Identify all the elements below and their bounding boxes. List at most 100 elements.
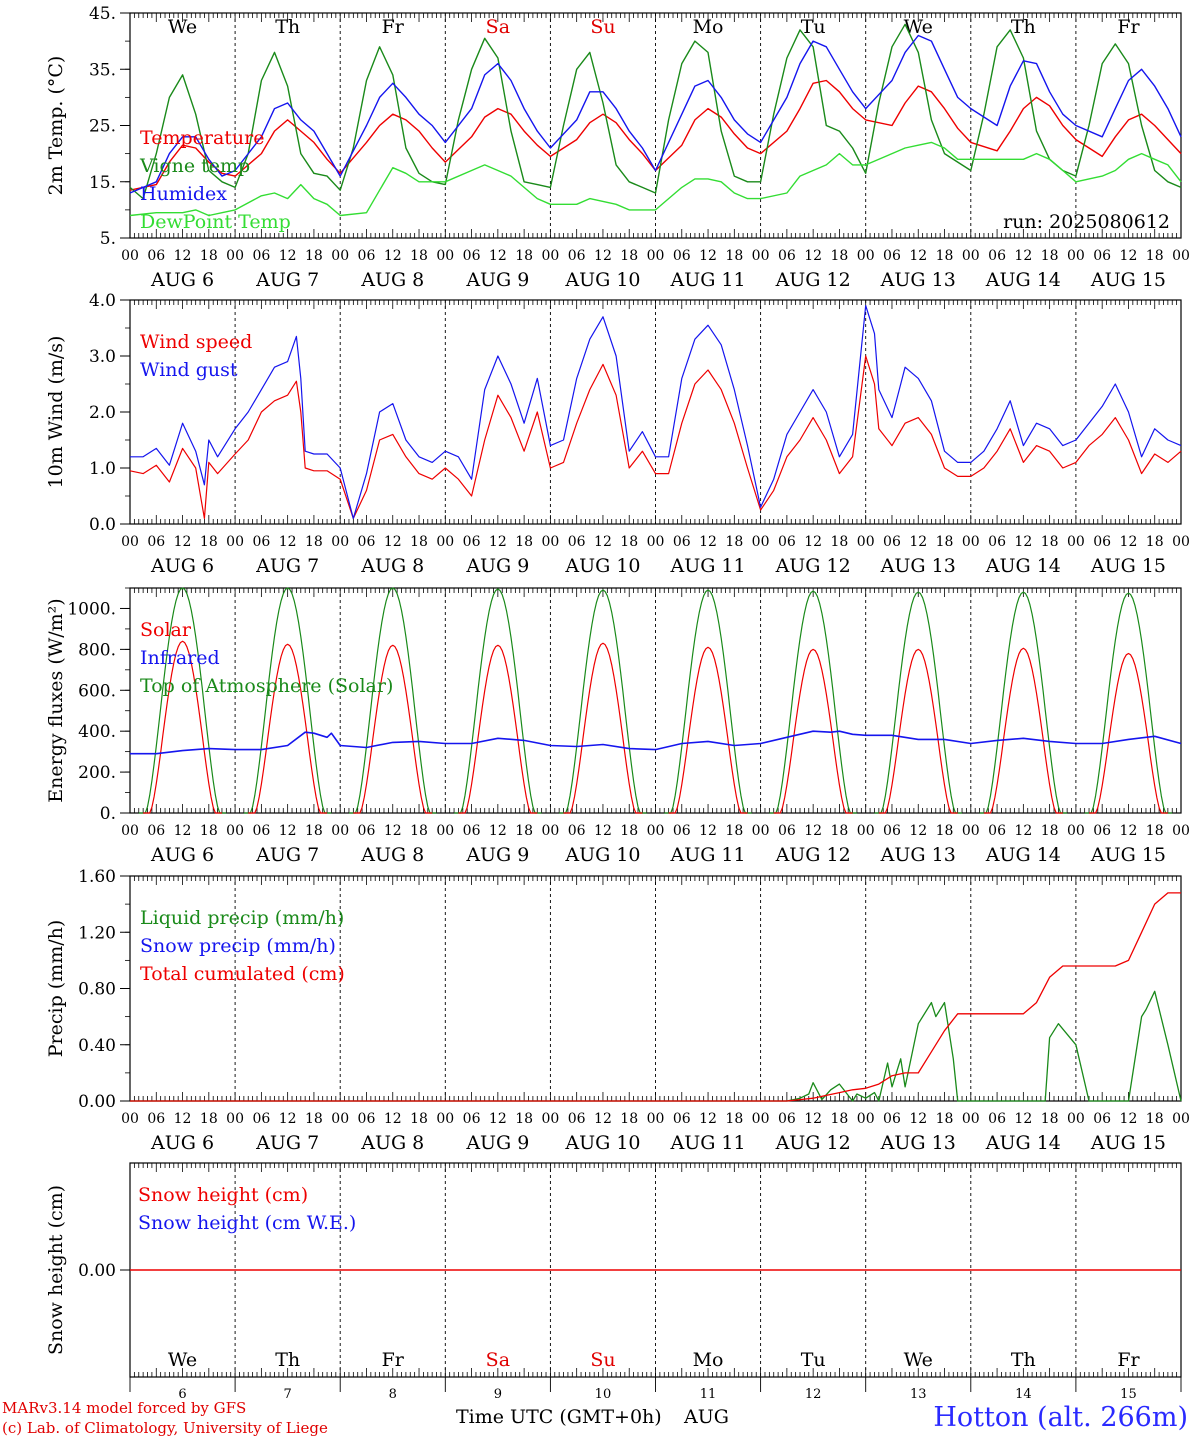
panel-3-hour-tick-label: 06 (147, 823, 165, 839)
weekday-label: Tu (801, 16, 826, 38)
weekday-label: Fr (1117, 16, 1140, 38)
panel-1-hour-tick-label: 06 (568, 248, 586, 264)
weekday-label: We (904, 1349, 933, 1371)
panel-3-y-tick-label: 200. (78, 763, 116, 783)
panel-4-hour-tick-label: 12 (699, 1111, 717, 1127)
panel-3-date-label: AUG 9 (465, 844, 529, 866)
panel-2-hour-tick-label: 18 (305, 534, 323, 550)
panel-1-hour-tick-label: 06 (988, 248, 1006, 264)
panel-1-y-tick-label: 15. (89, 173, 116, 193)
panel-1-hour-tick-label: 06 (147, 248, 165, 264)
panel-1-hour-tick-label: 06 (1093, 248, 1111, 264)
legend-entry: Top of Atmosphere (Solar) (140, 675, 393, 697)
weekday-label: Fr (382, 1349, 405, 1371)
panel-3-hour-tick-label: 18 (936, 823, 954, 839)
panel-1-hour-tick-label: 18 (831, 248, 849, 264)
weekday-label: We (904, 16, 933, 38)
panel-4-hour-tick-label: 18 (620, 1111, 638, 1127)
weekday-label: Th (1011, 16, 1036, 38)
panel-1-hour-tick-label: 00 (647, 248, 665, 264)
day-number-label: 11 (700, 1387, 717, 1402)
panel-1-y-tick-label: 35. (89, 60, 116, 80)
panel-2-hour-tick-label: 06 (1093, 534, 1111, 550)
solar-line (458, 644, 538, 814)
panel-4-y-tick-label: 1.20 (78, 923, 116, 943)
panel-3-hour-tick-label: 00 (1172, 823, 1190, 839)
panel-4-hour-tick-label: 18 (305, 1111, 323, 1127)
panel-1-hour-tick-label: 12 (909, 248, 927, 264)
panel-4-hour-tick-label: 00 (331, 1111, 349, 1127)
panel-1-hour-tick-label: 00 (1067, 248, 1085, 264)
weekday-label: Mo (693, 16, 724, 38)
panel-1-hour-tick-label: 00 (752, 248, 770, 264)
panel-3-date-label: AUG 6 (150, 844, 214, 866)
panel-3-hour-tick-label: 12 (279, 823, 297, 839)
panel-1-hour-tick-label: 12 (384, 248, 402, 264)
panel-2-hour-tick-label: 06 (358, 534, 376, 550)
panel-3-y-axis-label: Energy fluxes (W/m²) (45, 598, 67, 802)
panel-2-hour-tick-label: 18 (410, 534, 428, 550)
panel-1-hour-tick-label: 18 (1146, 248, 1164, 264)
panel-3-hour-tick-label: 06 (778, 823, 796, 839)
panel-1-hour-tick-label: 00 (541, 248, 559, 264)
panel-2-hour-tick-label: 00 (1067, 534, 1085, 550)
panel-1-hour-tick-label: 18 (1041, 248, 1059, 264)
panel-4-y-axis-label: Precip (mm/h) (45, 920, 67, 1058)
panel-3-hour-tick-label: 12 (699, 823, 717, 839)
panel-2-date-label: AUG 13 (880, 555, 956, 577)
panel-1-hour-tick-label: 12 (1120, 248, 1138, 264)
solar-line (983, 647, 1063, 814)
panel-1-hour-tick-label: 06 (883, 248, 901, 264)
day-number-label: 8 (389, 1387, 397, 1402)
precip-liquid-precip-mm-h--line (130, 990, 1182, 1102)
panel-1-hour-tick-label: 12 (594, 248, 612, 264)
panel-4-hour-tick-label: 18 (515, 1111, 533, 1127)
panel-1-hour-tick-label: 18 (410, 248, 428, 264)
panel-1-hour-tick-label: 06 (673, 248, 691, 264)
solar-line (773, 648, 853, 814)
panel-1-hour-tick-label: 06 (358, 248, 376, 264)
panel-5-y-axis-label: Snow height (cm) (45, 1185, 67, 1355)
wind-wind-speed-line (129, 355, 1182, 520)
panel-3-hour-tick-label: 06 (463, 823, 481, 839)
panel-2-hour-tick-label: 06 (778, 534, 796, 550)
panel-1-date-label: AUG 6 (150, 269, 214, 291)
panel-4-hour-tick-label: 18 (1146, 1111, 1164, 1127)
panel-1-date-label: AUG 12 (775, 269, 851, 291)
panel-2-y-tick-label: 3.0 (89, 347, 116, 367)
weekday-label: Th (1011, 1349, 1036, 1371)
panel-2-hour-tick-label: 00 (962, 534, 980, 550)
panel-3-date-label: AUG 7 (255, 844, 319, 866)
panel-3-hour-tick-label: 18 (515, 823, 533, 839)
panel-3-hour-tick-label: 00 (1067, 823, 1085, 839)
panel-4-hour-tick-label: 00 (226, 1111, 244, 1127)
panel-2-hour-tick-label: 00 (121, 534, 139, 550)
panel-1-y-axis-label: 2m Temp. (°C) (45, 56, 67, 196)
panel-2-hour-tick-label: 00 (436, 534, 454, 550)
day-number-label: 12 (805, 1387, 822, 1402)
panel-4-hour-tick-label: 18 (1041, 1111, 1059, 1127)
panel-4-hour-tick-label: 00 (436, 1111, 454, 1127)
panel-3-hour-tick-label: 18 (620, 823, 638, 839)
panel-4-hour-tick-label: 00 (1172, 1111, 1190, 1127)
panel-1-hour-tick-label: 12 (699, 248, 717, 264)
weekday-label: Sa (486, 16, 510, 38)
panel-4-hour-tick-label: 12 (804, 1111, 822, 1127)
panel-3-hour-tick-label: 12 (1120, 823, 1138, 839)
panel-4-hour-tick-label: 12 (384, 1111, 402, 1127)
panel-2-date-label: AUG 8 (360, 555, 424, 577)
toa-solar-line (349, 587, 437, 814)
panel-1-frame (129, 12, 1182, 239)
panel-1-hour-tick-label: 06 (252, 248, 270, 264)
panel-2-hour-tick-label: 12 (1014, 534, 1032, 550)
panel-3-hour-tick-label: 12 (1014, 823, 1032, 839)
solar-line (563, 642, 643, 814)
panel-1-hour-tick-label: 18 (620, 248, 638, 264)
panel-1-hour-tick-label: 18 (515, 248, 533, 264)
panel-1-hour-tick-label: 06 (463, 248, 481, 264)
panel-1-hour-tick-label: 00 (857, 248, 875, 264)
toa-solar-line (138, 587, 227, 814)
legend-entry: Snow precip (mm/h) (140, 935, 336, 957)
footer-month-label: AUG (684, 1406, 729, 1428)
